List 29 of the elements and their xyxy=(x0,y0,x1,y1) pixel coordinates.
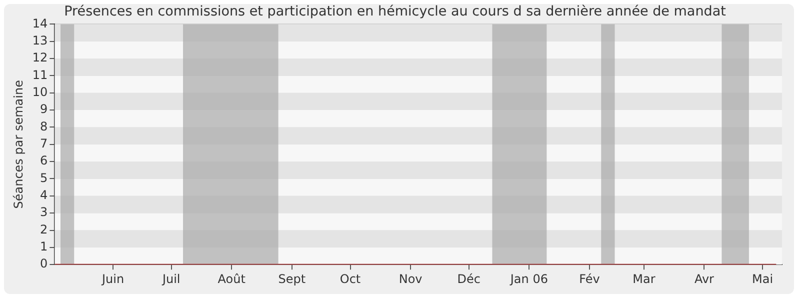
x-tick-label: Avr xyxy=(694,272,714,286)
x-tick-label: Août xyxy=(218,272,246,286)
y-tick-label: 14 xyxy=(32,16,48,30)
y-tick-label: 0 xyxy=(40,256,48,271)
y-tick-label: 9 xyxy=(40,102,48,116)
x-tick-label: Juil xyxy=(161,272,180,286)
chart-title: Présences en commissions et participation en hémicycle au cours d sa dernière année de mandat xyxy=(64,4,726,20)
y-axis-title: Séances par semaine xyxy=(11,80,26,209)
y-tick-label: 3 xyxy=(40,205,48,220)
x-tick-label: Fév xyxy=(579,272,600,286)
y-tick-label: 11 xyxy=(32,68,48,82)
x-tick-label: Nov xyxy=(398,272,422,286)
x-tick-label: Déc xyxy=(457,272,481,286)
x-tick-label: Juin xyxy=(100,272,124,286)
y-tick-label: 10 xyxy=(32,85,48,100)
y-tick-label: 2 xyxy=(40,222,48,236)
x-tick-label: Jan 06 xyxy=(509,272,548,286)
y-tick-label: 6 xyxy=(40,154,48,168)
x-tick-label: Mai xyxy=(752,272,774,286)
x-tick-label: Mar xyxy=(632,272,656,286)
y-tick-label: 8 xyxy=(40,119,48,134)
y-tick-label: 13 xyxy=(32,33,48,48)
y-tick-label: 7 xyxy=(40,136,48,151)
y-tick-label: 5 xyxy=(40,170,48,185)
y-tick-label: 1 xyxy=(40,240,48,254)
y-tick-label: 12 xyxy=(32,50,48,65)
x-tick-label: Oct xyxy=(340,272,361,286)
x-tick-label: Sept xyxy=(278,272,306,286)
y-tick-label: 4 xyxy=(40,188,48,202)
